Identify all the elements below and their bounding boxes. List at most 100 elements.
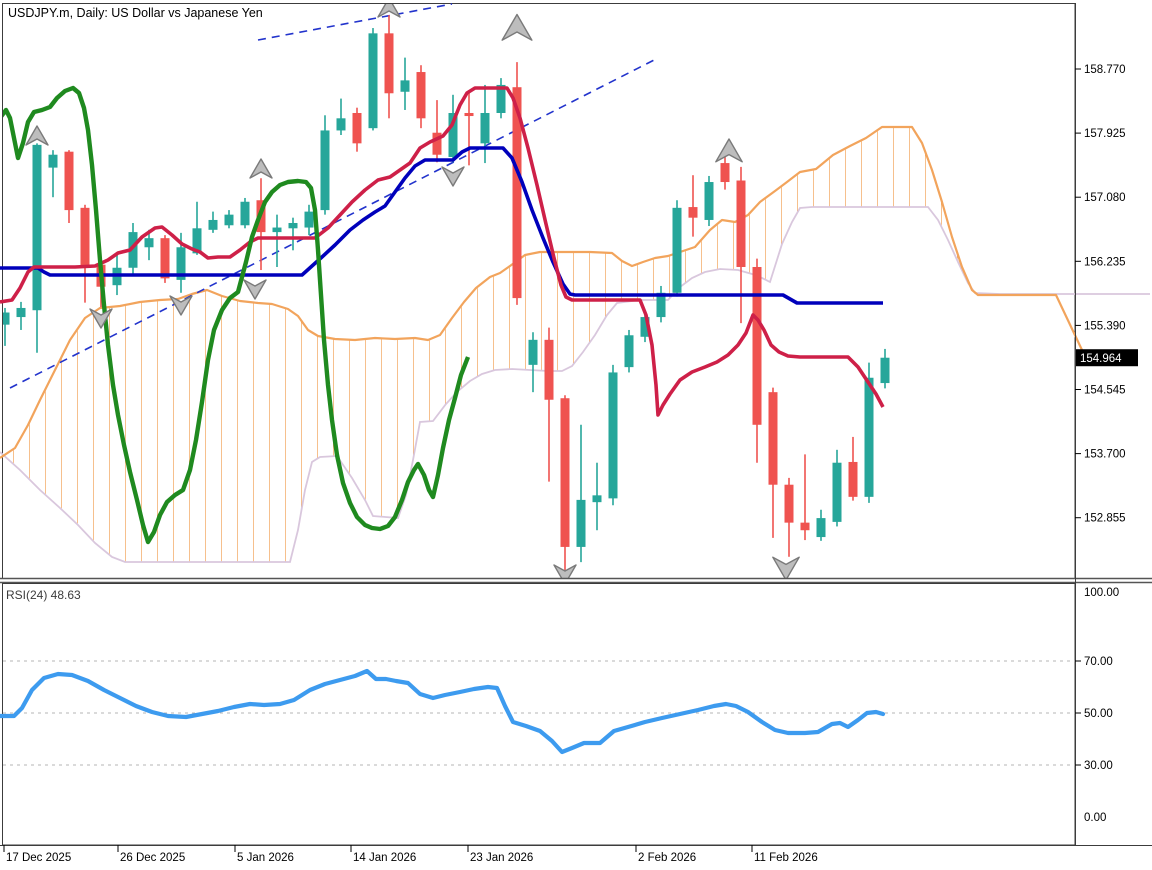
candle-body bbox=[336, 118, 346, 131]
candle-body bbox=[528, 339, 538, 365]
price-tick-label: 157.925 bbox=[1084, 128, 1126, 140]
tenkan-line bbox=[0, 86, 885, 417]
current-price-box bbox=[1076, 349, 1138, 367]
price-axis[interactable]: 158.770 157.925 157.080 156.235 155.390 154.5… bbox=[1075, 3, 1138, 845]
green-ma-polyline bbox=[3, 85, 471, 545]
candle-body bbox=[560, 398, 570, 547]
candle-body bbox=[320, 130, 330, 211]
up-arrow-icon bbox=[25, 125, 49, 146]
candle-body bbox=[48, 154, 58, 168]
candle-body bbox=[80, 207, 90, 268]
candle-body bbox=[608, 372, 618, 499]
candle-body bbox=[288, 222, 298, 229]
candle-body bbox=[512, 87, 522, 299]
time-axis[interactable]: 17 Dec 2025 26 Dec 2025 5 Jan 2026 14 Jan 2… bbox=[0, 845, 1152, 864]
rsi-level-label: 70.00 bbox=[1084, 656, 1113, 668]
candle-body bbox=[352, 112, 362, 144]
time-tick-label: 5 Jan 2026 bbox=[237, 852, 294, 864]
candle-body bbox=[240, 201, 250, 226]
candle-body bbox=[144, 238, 154, 248]
candle-body bbox=[832, 462, 842, 522]
candle-body bbox=[128, 232, 138, 268]
candle-body bbox=[448, 112, 458, 157]
candle-body bbox=[736, 180, 746, 267]
price-tick-label: 155.390 bbox=[1084, 320, 1126, 332]
rsi-level-label: 30.00 bbox=[1084, 760, 1113, 772]
candle-body bbox=[720, 163, 730, 183]
trendline-upper-trendline[interactable] bbox=[257, 3, 453, 41]
candle-body bbox=[192, 228, 202, 254]
down-arrow-icon bbox=[553, 564, 577, 579]
time-tick-label: 26 Dec 2025 bbox=[120, 852, 185, 864]
candle-body bbox=[688, 207, 698, 218]
candle-body bbox=[672, 207, 682, 293]
candle-body bbox=[160, 238, 170, 279]
candle-body bbox=[880, 357, 890, 384]
chart-title: USDJPY.m, Daily: US Dollar vs Japanese Y… bbox=[8, 6, 263, 20]
down-arrow-icon bbox=[169, 295, 193, 316]
up-arrow-icon bbox=[501, 13, 533, 41]
time-tick-label: 11 Feb 2026 bbox=[754, 852, 818, 864]
candle-body bbox=[464, 112, 474, 117]
rsi-level-label: 0.00 bbox=[1084, 812, 1106, 824]
time-tick-label: 14 Jan 2026 bbox=[353, 852, 416, 864]
candle-body bbox=[416, 72, 426, 119]
rsi-level-label: 50.00 bbox=[1084, 708, 1113, 720]
candle-body bbox=[384, 33, 394, 94]
candle-body bbox=[656, 292, 666, 318]
candle-body bbox=[592, 495, 602, 503]
price-tick-label: 157.080 bbox=[1084, 192, 1126, 204]
candle-body bbox=[432, 132, 442, 155]
signal-arrows bbox=[25, 4, 800, 579]
candle-body bbox=[368, 33, 378, 129]
candle-body bbox=[800, 522, 810, 531]
down-arrow-icon bbox=[243, 279, 267, 300]
candle-body bbox=[496, 84, 506, 113]
rsi-level-label: 100.00 bbox=[1084, 587, 1119, 599]
rsi-label: RSI(24) 48.63 bbox=[6, 588, 81, 602]
candle-body bbox=[816, 518, 826, 538]
candle-body bbox=[3, 312, 10, 325]
candle-body bbox=[208, 219, 218, 230]
kijun-polyline bbox=[0, 146, 883, 305]
senkou-span-b bbox=[0, 206, 1150, 563]
down-arrow-icon bbox=[89, 308, 113, 329]
rsi-line bbox=[0, 668, 886, 755]
candle-body bbox=[752, 266, 762, 425]
rsi-polyline bbox=[0, 668, 886, 755]
down-arrow-icon bbox=[441, 166, 465, 187]
tenkan-polyline bbox=[0, 86, 885, 417]
trendlines[interactable] bbox=[9, 3, 659, 389]
candle-body bbox=[272, 227, 282, 233]
candle-body bbox=[32, 144, 42, 311]
candle-body bbox=[848, 461, 858, 497]
candle-body bbox=[304, 211, 314, 228]
time-tick-label: 17 Dec 2025 bbox=[6, 852, 71, 864]
up-arrow-icon bbox=[249, 158, 273, 179]
up-arrow-icon bbox=[715, 138, 743, 163]
main-price-panel[interactable]: USDJPY.m, Daily: US Dollar vs Japanese Y… bbox=[0, 0, 1150, 584]
price-tick-label: 154.545 bbox=[1084, 385, 1126, 397]
price-tick-label: 152.855 bbox=[1084, 513, 1126, 525]
candle-body bbox=[224, 214, 234, 226]
time-tick-label: 23 Jan 2026 bbox=[470, 852, 533, 864]
candle-body bbox=[16, 307, 26, 318]
candle-body bbox=[64, 151, 74, 211]
candle-body bbox=[864, 377, 874, 497]
candle-body bbox=[480, 112, 490, 144]
candle-body bbox=[768, 392, 778, 485]
candle-body bbox=[176, 247, 186, 280]
candle-body bbox=[640, 317, 650, 337]
trendline-ascending-support[interactable] bbox=[9, 57, 659, 389]
price-tick-label: 158.770 bbox=[1084, 64, 1126, 76]
time-tick-label: 2 Feb 2026 bbox=[638, 852, 696, 864]
candle-body bbox=[624, 335, 634, 368]
kijun-line bbox=[0, 146, 883, 305]
up-arrow-icon bbox=[377, 4, 401, 18]
candle-body bbox=[784, 484, 794, 523]
price-tick-label: 156.235 bbox=[1084, 256, 1126, 268]
candle-body bbox=[704, 182, 714, 220]
candle-body bbox=[400, 80, 410, 92]
